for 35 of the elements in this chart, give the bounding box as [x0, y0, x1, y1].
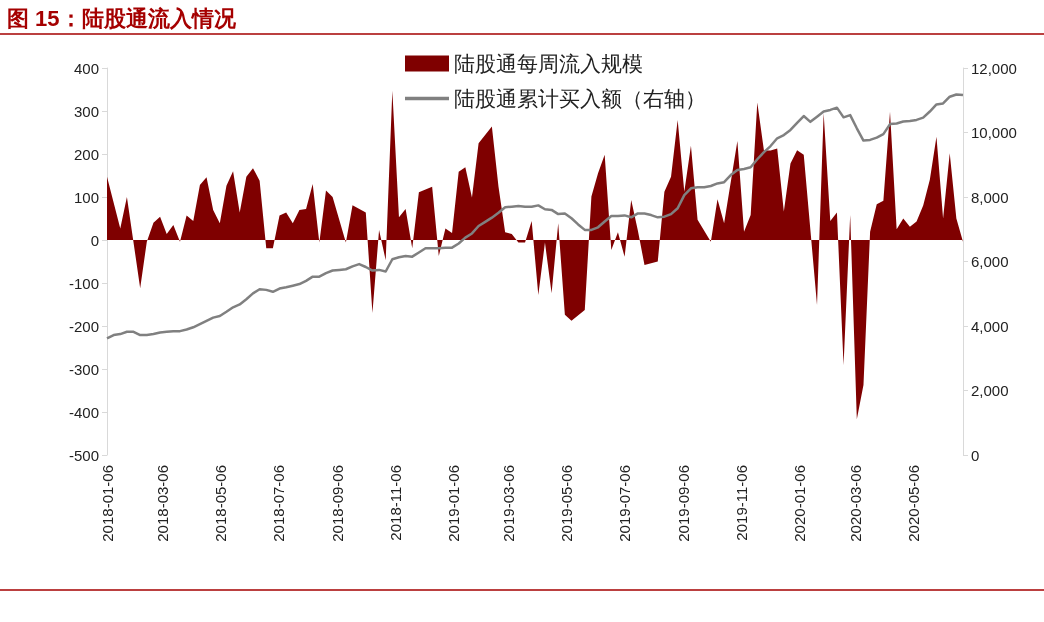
- x-tick-label: 2018-03-06: [154, 465, 172, 542]
- y2-tick-label: 0: [971, 446, 980, 464]
- x-tick-label: 2018-07-06: [270, 465, 288, 542]
- x-tick-label: 2019-09-06: [674, 465, 692, 542]
- x-tick-label: 2019-03-06: [500, 465, 518, 542]
- legend-label: 陆股通累计买入额（右轴）: [454, 87, 706, 110]
- y-tick-label: -400: [68, 403, 99, 421]
- x-tick-label: 2019-11-06: [732, 465, 750, 541]
- y2-tick-label: 10,000: [971, 124, 1017, 141]
- y-tick-label: -300: [68, 360, 99, 378]
- y-tick-label: -100: [68, 274, 99, 292]
- y2-tick-label: 4,000: [971, 317, 1009, 335]
- x-tick-label: 2020-01-06: [790, 465, 808, 542]
- chart-title: 图 15：陆股通流入情况: [7, 5, 237, 31]
- x-tick-label: 2019-05-06: [558, 465, 576, 542]
- x-tick-label: 2018-11-06: [386, 465, 404, 541]
- y-tick-label: 100: [73, 188, 99, 206]
- y-tick-label: 400: [73, 59, 99, 77]
- x-tick-label: 2020-03-06: [847, 465, 865, 542]
- y-tick-label: 300: [73, 102, 99, 120]
- x-tick-label: 2018-01-06: [98, 465, 116, 542]
- y-tick-label: 0: [90, 231, 99, 249]
- x-tick-label: 2019-01-06: [444, 465, 462, 542]
- y2-tick-label: 8,000: [971, 188, 1009, 206]
- legend-label: 陆股通每周流入规模: [454, 52, 643, 75]
- x-tick-label: 2018-09-06: [328, 465, 346, 542]
- x-tick-label: 2019-07-06: [616, 465, 634, 542]
- y2-tick-label: 6,000: [971, 253, 1009, 270]
- y-tick-label: 200: [73, 145, 99, 163]
- y2-tick-label: 12,000: [971, 59, 1017, 77]
- y2-tick-label: 2,000: [971, 382, 1009, 399]
- x-tick-label: 2018-05-06: [212, 465, 230, 542]
- x-tick-label: 2020-05-06: [905, 465, 923, 542]
- y-tick-label: -500: [68, 446, 99, 464]
- y-tick-label: -200: [68, 317, 99, 335]
